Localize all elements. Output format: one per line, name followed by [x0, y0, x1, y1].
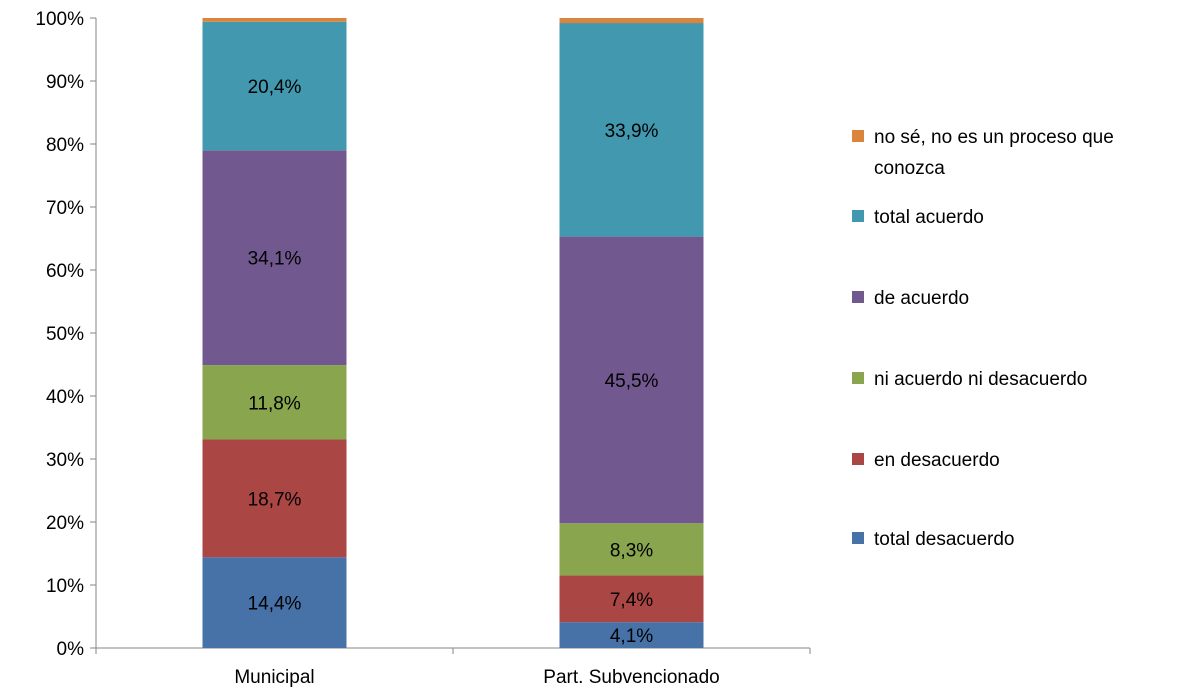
y-tick-label: 0%: [57, 639, 85, 660]
bar-segment: [559, 575, 704, 623]
y-tick-label: 10%: [46, 576, 84, 597]
legend-swatch: [852, 210, 864, 222]
data-label: 11,8%: [248, 393, 301, 414]
bar-segment: [202, 21, 347, 151]
data-label: 18,7%: [248, 489, 302, 510]
y-tick-label: 50%: [46, 324, 84, 345]
legend-label: ni acuerdo ni desacuerdo: [874, 369, 1087, 390]
legend-swatch: [852, 291, 864, 303]
y-tick-label: 100%: [35, 9, 84, 30]
y-tick-label: 20%: [46, 513, 84, 534]
bar-segment: [202, 557, 347, 648]
data-label: 34,1%: [248, 249, 302, 270]
data-label: 45,5%: [605, 371, 659, 392]
bar-segment: [202, 150, 347, 366]
legend-label: en desacuerdo: [874, 450, 1000, 471]
legend-label: no sé, no es un proceso que conozca: [874, 127, 1114, 179]
bar-segment: [202, 365, 347, 440]
bar-segment: [559, 23, 704, 237]
legend-swatch: [852, 372, 864, 384]
y-tick-label: 40%: [46, 387, 84, 408]
legend-label: de acuerdo: [874, 288, 969, 309]
bar-segment: [202, 439, 347, 558]
y-tick-label: 70%: [46, 198, 84, 219]
y-tick-label: 60%: [46, 261, 84, 282]
y-tick-label: 80%: [46, 135, 84, 156]
data-label: 20,4%: [248, 77, 302, 98]
bar-segment: [559, 236, 704, 524]
data-label: 7,4%: [610, 590, 653, 611]
bar-segment: [559, 622, 704, 648]
legend-swatch: [852, 532, 864, 544]
data-label: 8,3%: [610, 540, 653, 561]
x-tick-label: Municipal: [234, 667, 314, 688]
bar-segment: [559, 523, 704, 576]
data-label: 33,9%: [605, 121, 659, 142]
bar-segment: [559, 18, 704, 24]
y-tick-label: 30%: [46, 450, 84, 471]
legend-swatch: [852, 453, 864, 465]
data-label: 4,1%: [610, 626, 653, 647]
data-label: 14,4%: [248, 594, 302, 615]
x-tick-label: Part. Subvencionado: [543, 667, 719, 688]
bar-segment: [202, 18, 347, 22]
y-tick-label: 90%: [46, 72, 84, 93]
legend-label: total desacuerdo: [874, 529, 1015, 550]
legend-swatch: [852, 130, 864, 142]
legend-label: total acuerdo: [874, 207, 984, 228]
